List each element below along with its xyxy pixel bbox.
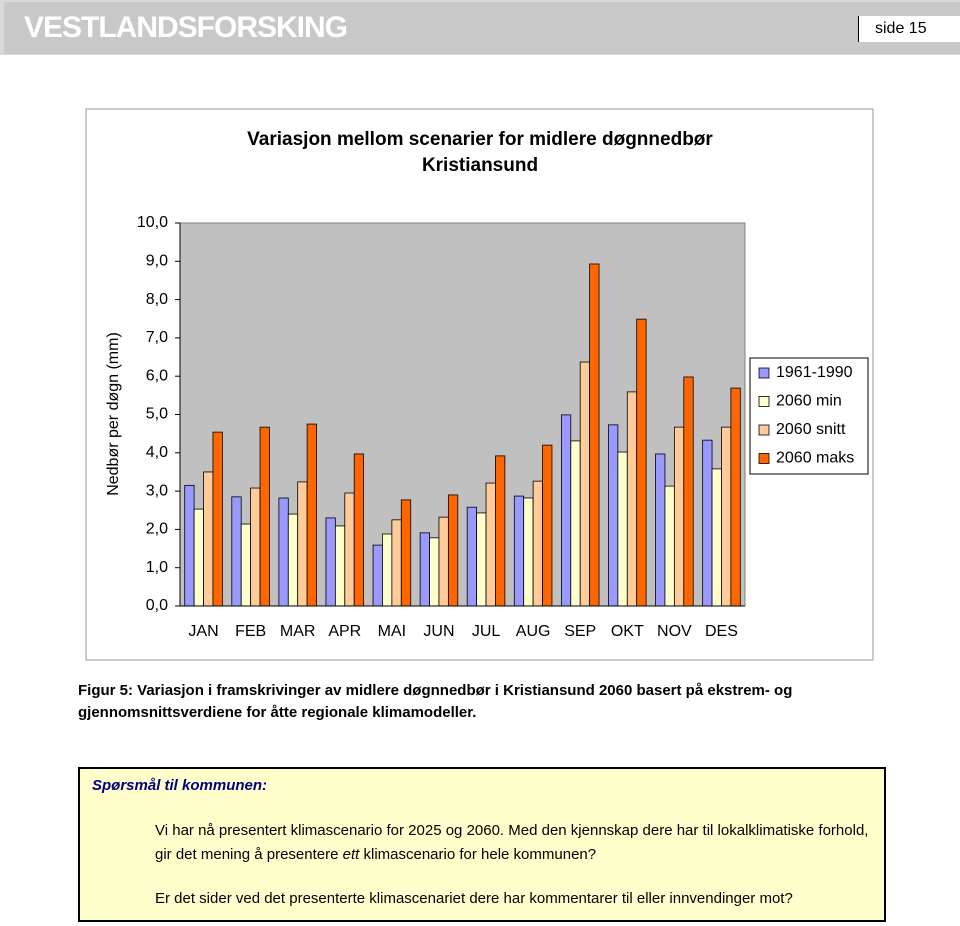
bar: [466, 506, 478, 607]
bar: [626, 391, 638, 607]
bar: [485, 482, 496, 607]
bar: [523, 497, 534, 607]
y-tick-label: 4,0: [146, 444, 168, 461]
bar: [702, 439, 713, 607]
bar: [560, 414, 572, 607]
legend-label: 2060 maks: [776, 450, 854, 467]
bar: [476, 512, 487, 607]
bar: [334, 525, 346, 607]
bar: [655, 453, 666, 607]
y-tick-label: 5,0: [146, 406, 168, 423]
chart-title: Variasjon mellom scenarier for midlere d…: [247, 129, 713, 150]
bar: [495, 455, 506, 607]
text: klimascenario for hele kommunen?: [359, 846, 597, 863]
bar: [721, 426, 732, 607]
bar: [683, 376, 694, 607]
bar: [608, 424, 619, 607]
x-tick-label: AUG: [516, 623, 551, 640]
x-tick-label: MAR: [280, 623, 316, 640]
legend-label: 2060 snitt: [776, 421, 846, 438]
y-tick-label: 0,0: [146, 597, 168, 614]
logo: VESTLANDSFORSKING: [4, 2, 960, 54]
x-tick-label: DES: [705, 623, 738, 640]
bar: [673, 426, 685, 607]
bar: [513, 495, 525, 607]
bar: [259, 426, 270, 607]
x-tick-label: MAI: [378, 623, 406, 640]
x-tick-label: JUN: [423, 623, 454, 640]
bar: [203, 471, 214, 607]
bar: [325, 517, 336, 607]
bar: [184, 484, 195, 607]
chart-subtitle: Kristiansund: [422, 155, 538, 176]
y-tick-label: 2,0: [146, 521, 168, 538]
bar: [542, 444, 553, 607]
paragraph: Vi har nå presentert klimascenario for 2…: [155, 819, 875, 867]
legend-box: [749, 357, 869, 475]
bar: [447, 494, 459, 607]
text: Vi har nå presentert klimascenario for 2…: [155, 822, 869, 863]
bar: [579, 361, 591, 607]
bar: [570, 440, 581, 607]
bar: [306, 423, 317, 607]
bar: [636, 318, 647, 607]
bar: [353, 453, 365, 607]
bar: [400, 499, 412, 607]
x-tick-label: SEP: [564, 623, 596, 640]
caption: Figur 5: Variasjon i framskrivinger av m…: [78, 682, 793, 721]
bar: [391, 519, 402, 607]
bar: [297, 481, 308, 607]
bar: [212, 431, 223, 607]
bar: [287, 513, 299, 607]
bar: [730, 387, 741, 607]
legend-label: 1961-1990: [776, 364, 853, 381]
y-tick-label: 10,0: [137, 214, 168, 231]
bar: [278, 497, 289, 607]
paragraph: Er det sider ved det presenterte klimasc…: [155, 890, 793, 907]
legend-swatch: [758, 396, 770, 407]
y-tick-label: 3,0: [146, 482, 168, 499]
y-tick-label: 1,0: [146, 559, 168, 576]
legend-label: 2060 min: [776, 393, 842, 410]
legend-swatch: [758, 424, 770, 436]
bar: [617, 451, 628, 607]
legend-swatch: [758, 367, 770, 379]
question-box: Spørsmål til kommunen: Vi har nå present…: [78, 767, 886, 922]
bar: [429, 537, 440, 607]
legend-swatch: [758, 453, 770, 464]
y-tick-label: 8,0: [146, 291, 168, 308]
bar: [532, 480, 543, 607]
box-title: Spørsmål til kommunen:: [92, 777, 268, 794]
bar: [438, 516, 449, 607]
chart: Variasjon mellom scenarier for midlere d…: [85, 108, 874, 661]
bar: [344, 492, 355, 607]
bar: [240, 523, 252, 607]
bar: [711, 468, 722, 607]
bar: [193, 508, 204, 607]
bar: [664, 485, 675, 607]
plot-area: [179, 222, 746, 607]
y-tick-label: 9,0: [146, 253, 168, 270]
emphasis: ett: [342, 846, 360, 863]
x-tick-label: NOV: [657, 623, 692, 640]
bar: [250, 487, 261, 607]
y-axis-label: Nedbør per døgn (mm): [105, 332, 122, 496]
x-tick-label: FEB: [235, 623, 266, 640]
x-tick-label: APR: [328, 623, 361, 640]
bar: [419, 532, 430, 607]
bar: [382, 533, 393, 607]
bar: [231, 496, 242, 607]
header: VESTLANDSFORSKING side 15: [0, 0, 960, 55]
y-tick-label: 7,0: [146, 329, 168, 346]
y-tick-label: 6,0: [146, 367, 168, 384]
page-number: side 15: [858, 16, 960, 42]
bar: [372, 544, 383, 607]
x-tick-label: JAN: [188, 623, 218, 640]
x-tick-label: OKT: [611, 623, 644, 640]
bar: [589, 263, 600, 607]
x-tick-label: JUL: [472, 623, 501, 640]
